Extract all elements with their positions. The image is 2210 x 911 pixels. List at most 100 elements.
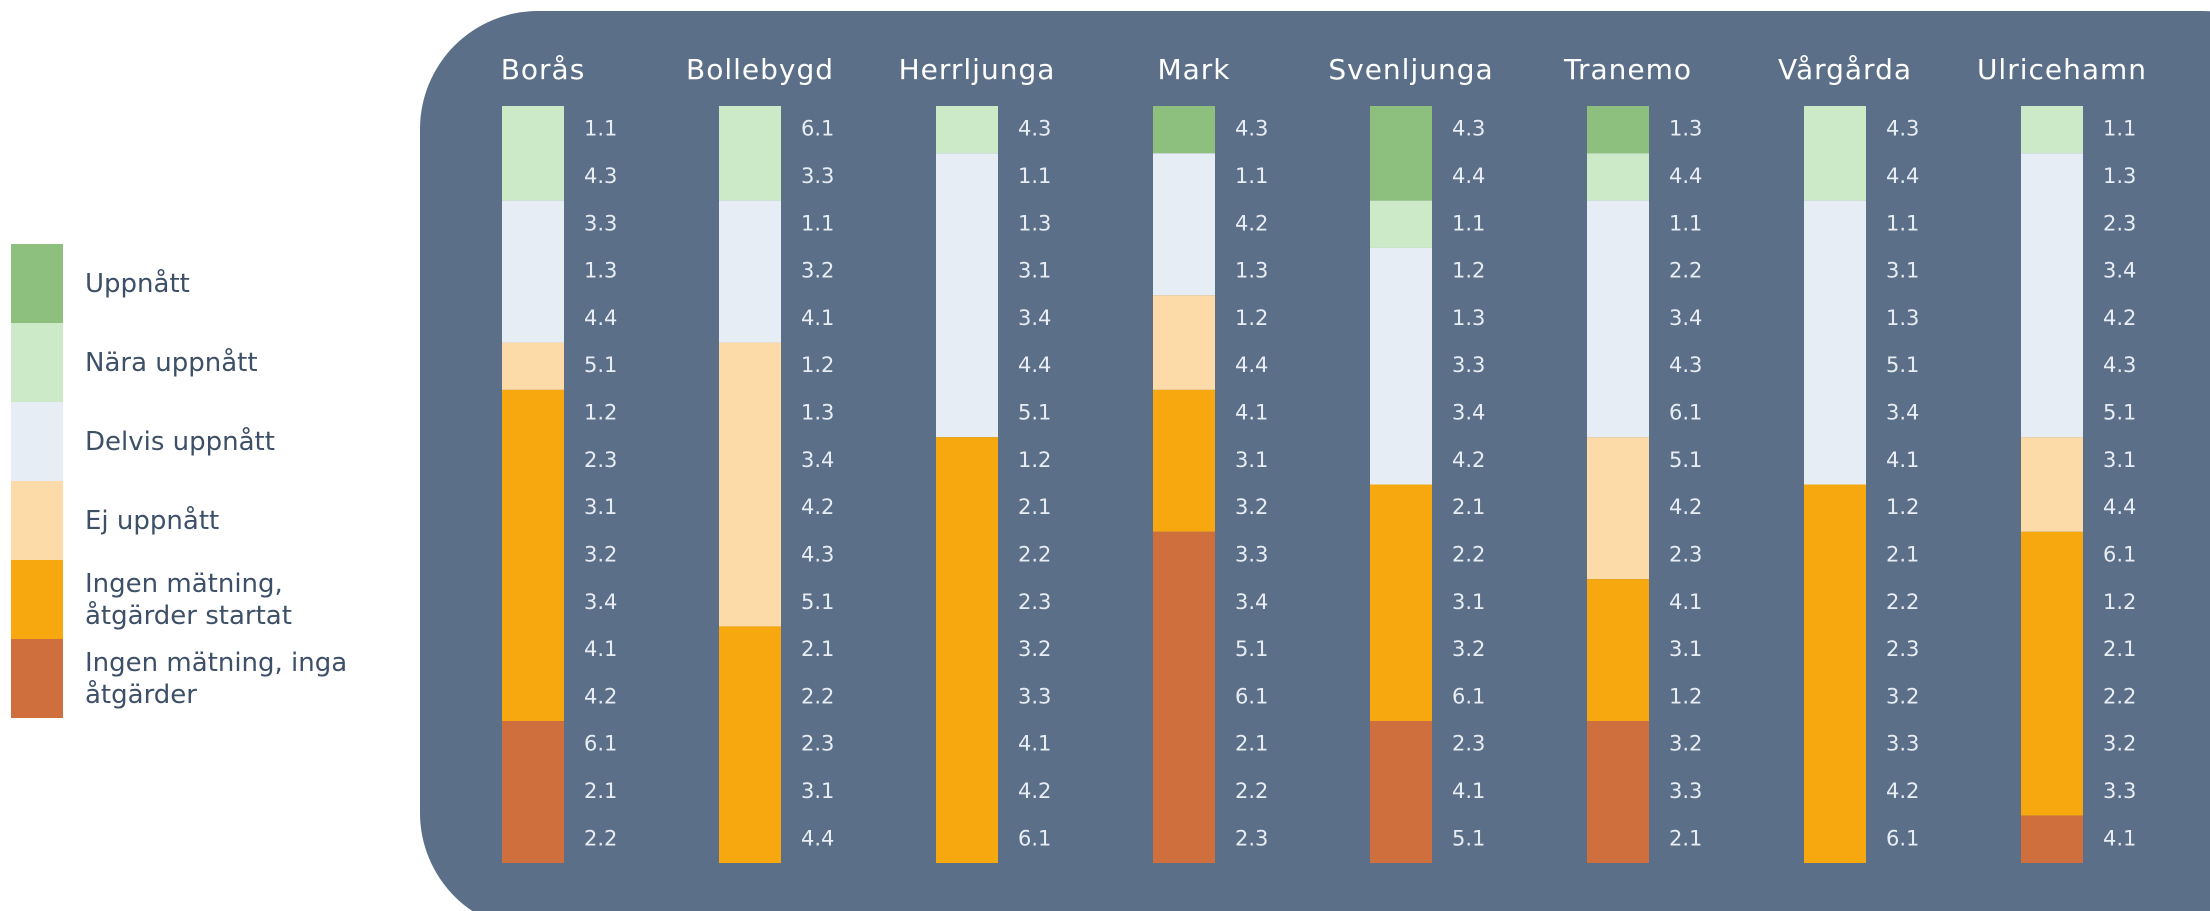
item-label: 2.1 xyxy=(2103,637,2136,661)
item-label: 1.2 xyxy=(1669,684,1702,708)
item-label: 6.1 xyxy=(2103,542,2136,566)
item-label: 4.3 xyxy=(1235,117,1268,141)
legend-swatch xyxy=(11,639,63,718)
bar-segment xyxy=(1153,531,1215,863)
item-label: 6.1 xyxy=(801,117,834,141)
item-label: 1.2 xyxy=(2103,590,2136,614)
item-label: 3.1 xyxy=(1235,448,1268,472)
item-label: 4.2 xyxy=(1669,495,1702,519)
item-label: 4.2 xyxy=(1452,448,1485,472)
item-label: 4.1 xyxy=(1669,590,1702,614)
bar-segment xyxy=(1587,153,1649,201)
bar-segment xyxy=(1370,247,1432,485)
item-label: 3.4 xyxy=(584,590,617,614)
panel xyxy=(420,11,2210,911)
item-label: 2.2 xyxy=(1886,590,1919,614)
category-label: Vårgårda xyxy=(1778,53,1912,86)
category-label: Svenljunga xyxy=(1328,53,1493,86)
bar-segment xyxy=(1153,153,1215,296)
legend-item: Ingen mätning, åtgärder startat xyxy=(11,560,355,639)
item-label: 4.3 xyxy=(1886,117,1919,141)
item-label: 4.3 xyxy=(801,542,834,566)
bar-segment xyxy=(1804,106,1866,201)
item-label: 1.3 xyxy=(1018,211,1051,235)
item-label: 1.1 xyxy=(1669,211,1702,235)
item-label: 5.1 xyxy=(1018,401,1051,425)
item-label: 4.3 xyxy=(584,164,617,188)
item-label: 3.1 xyxy=(1669,637,1702,661)
category-label: Mark xyxy=(1157,53,1230,86)
item-label: 4.2 xyxy=(1018,779,1051,803)
item-label: 4.3 xyxy=(1452,117,1485,141)
item-label: 3.2 xyxy=(1669,732,1702,756)
item-label: 1.2 xyxy=(1235,306,1268,330)
item-label: 2.1 xyxy=(801,637,834,661)
item-label: 3.2 xyxy=(2103,732,2136,756)
item-label: 4.2 xyxy=(1886,779,1919,803)
bar-segment xyxy=(719,106,781,201)
item-label: 3.3 xyxy=(1018,684,1051,708)
item-label: 1.1 xyxy=(1018,164,1051,188)
legend-item: Ej uppnått xyxy=(11,481,355,560)
item-label: 1.3 xyxy=(1886,306,1919,330)
item-label: 3.3 xyxy=(1452,353,1485,377)
item-label: 4.3 xyxy=(1669,353,1702,377)
legend-label: Ingen mätning, åtgärder startat xyxy=(85,568,292,631)
item-label: 4.2 xyxy=(2103,306,2136,330)
item-label: 4.4 xyxy=(1886,164,1919,188)
item-label: 2.3 xyxy=(1235,826,1268,850)
item-label: 2.3 xyxy=(1669,542,1702,566)
item-label: 2.1 xyxy=(1235,732,1268,756)
item-label: 4.4 xyxy=(1669,164,1702,188)
bar-segment xyxy=(719,626,781,863)
item-label: 3.4 xyxy=(1018,306,1051,330)
item-label: 1.2 xyxy=(584,401,617,425)
item-label: 4.1 xyxy=(1886,448,1919,472)
legend-label: Delvis uppnått xyxy=(85,426,275,457)
legend-label: Ingen mätning, inga åtgärder xyxy=(85,647,348,710)
item-label: 3.4 xyxy=(1235,590,1268,614)
item-label: 4.4 xyxy=(584,306,617,330)
item-label: 4.2 xyxy=(801,495,834,519)
bar-segment xyxy=(1587,437,1649,580)
category-label: Bollebygd xyxy=(686,53,834,86)
item-label: 3.4 xyxy=(801,448,834,472)
item-label: 6.1 xyxy=(1886,826,1919,850)
item-label: 3.1 xyxy=(584,495,617,519)
item-label: 4.2 xyxy=(1235,211,1268,235)
item-label: 1.1 xyxy=(1886,211,1919,235)
bar-segment xyxy=(1370,200,1432,248)
item-label: 2.2 xyxy=(1669,259,1702,283)
item-label: 3.2 xyxy=(1886,684,1919,708)
item-label: 3.1 xyxy=(1452,590,1485,614)
bar-segment xyxy=(1153,389,1215,532)
legend-item: Nära uppnått xyxy=(11,323,355,402)
item-label: 2.2 xyxy=(1452,542,1485,566)
item-label: 1.3 xyxy=(584,259,617,283)
bar-segment xyxy=(936,153,998,438)
item-label: 6.1 xyxy=(1669,401,1702,425)
bar-segment xyxy=(1587,579,1649,722)
bar-segment xyxy=(2021,153,2083,438)
bar-segment xyxy=(1587,721,1649,863)
bar-segment xyxy=(1153,106,1215,154)
bar-segment xyxy=(1370,721,1432,863)
category-label: Borås xyxy=(501,53,586,86)
category-label: Ulricehamn xyxy=(1977,53,2147,86)
item-label: 5.1 xyxy=(1669,448,1702,472)
item-label: 2.3 xyxy=(2103,211,2136,235)
item-label: 2.3 xyxy=(1886,637,1919,661)
legend-swatch xyxy=(11,244,63,323)
item-label: 5.1 xyxy=(801,590,834,614)
item-label: 6.1 xyxy=(1235,684,1268,708)
bar-segment xyxy=(2021,106,2083,154)
bar-segment xyxy=(502,342,564,390)
legend-label: Nära uppnått xyxy=(85,347,258,378)
item-label: 2.3 xyxy=(801,732,834,756)
item-label: 2.2 xyxy=(1018,542,1051,566)
item-label: 3.2 xyxy=(1235,495,1268,519)
item-label: 4.4 xyxy=(801,826,834,850)
item-label: 1.1 xyxy=(584,117,617,141)
item-label: 2.2 xyxy=(584,826,617,850)
bar-segment xyxy=(502,721,564,863)
